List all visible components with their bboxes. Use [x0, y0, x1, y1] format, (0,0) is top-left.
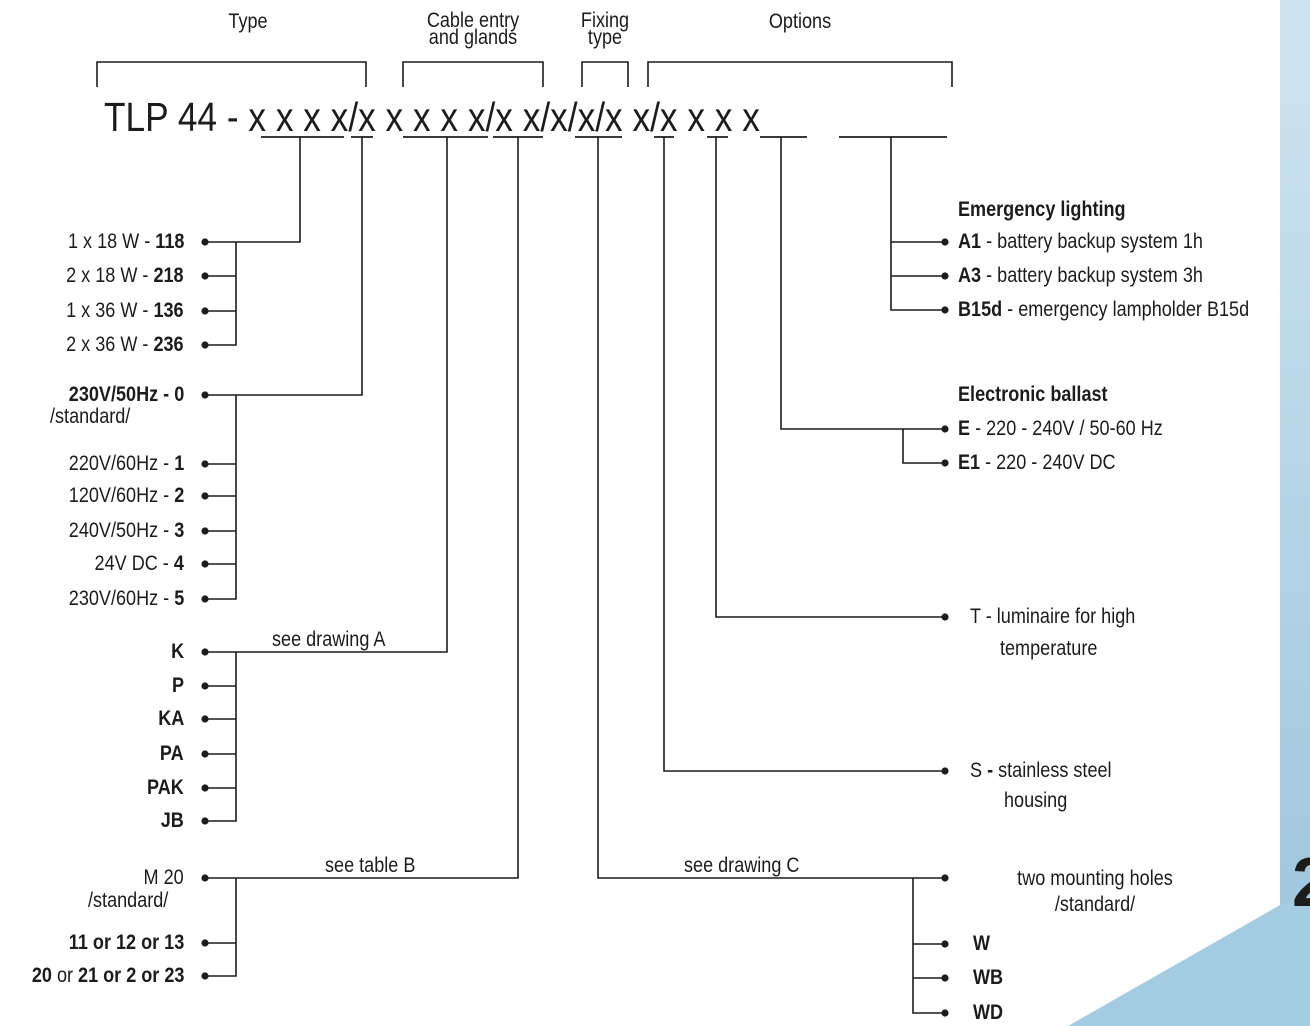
code-separator: /	[485, 94, 496, 140]
fixing-wb: WB	[973, 966, 1004, 989]
header-cable-entry-line2: and glands	[428, 26, 518, 49]
emergency-b15d: B15d - emergency lampholder B15d	[958, 298, 1250, 321]
bracket-cable	[402, 61, 544, 87]
option-high-temp-line2: temperature	[1000, 637, 1098, 660]
code-separator: /	[595, 94, 606, 140]
code-separator: /	[650, 94, 660, 140]
code-group-type: x x x x	[248, 94, 349, 140]
note-see-drawing-c: see drawing C	[684, 854, 800, 877]
gland-option-20-23: 20 or 21 or 2 or 23	[31, 964, 184, 987]
emergency-a1: A1 - battery backup system 1h	[958, 230, 1203, 253]
ballast-e1: E1 - 220 - 240V DC	[958, 451, 1116, 474]
voltage-4: 24V DC - 4	[94, 552, 184, 575]
gland-m20: M 20	[143, 866, 184, 889]
option-stainless: S - stainless steel	[970, 759, 1112, 782]
header-cable-entry-line1: Cable entry	[426, 9, 520, 32]
option-stainless-line2: housing	[1004, 789, 1068, 812]
cable-entry-pak: PAK	[147, 776, 184, 799]
power-218: 2 x 18 W - 218	[66, 264, 184, 287]
option-high-temp: T - luminaire for high	[970, 605, 1136, 628]
cable-entry-p: P	[171, 674, 184, 697]
page-edge-band	[1280, 0, 1310, 1026]
cable-entry-pa: PA	[160, 742, 184, 765]
emergency-title: Emergency lighting	[958, 198, 1126, 221]
power-136: 1 x 36 W - 136	[66, 299, 184, 322]
bracket-fixing	[581, 61, 629, 87]
header-type: Type	[228, 10, 268, 33]
code-group-temperature: x	[577, 94, 596, 140]
header-options: Options	[768, 10, 832, 33]
code-separator: /	[567, 94, 578, 140]
product-code: TLP 44 - x x x x/x x x x x/x x/x/x/x x/x…	[104, 94, 760, 140]
bracket-type	[96, 61, 367, 87]
note-see-drawing-a: see drawing A	[272, 628, 386, 651]
cable-entry-k: K	[170, 640, 184, 663]
emergency-a3: A3 - battery backup system 3h	[958, 264, 1203, 287]
voltage-5: 230V/60Hz - 5	[68, 587, 184, 610]
fixing-standard-line1: two mounting holes	[1017, 867, 1173, 890]
fixing-standard-line2: /standard/	[1054, 893, 1136, 916]
voltage-1: 220V/60Hz - 1	[68, 452, 184, 475]
voltage-0-standard-note: /standard/	[50, 405, 131, 428]
code-separator: /	[540, 94, 551, 140]
power-118: 1 x 18 W - 118	[67, 230, 184, 253]
page-number: 2	[1292, 842, 1310, 922]
fixing-wd: WD	[973, 1001, 1004, 1024]
bracket-options	[647, 61, 953, 87]
connector-dots	[201, 238, 949, 1017]
code-group-cable: x x x x x	[358, 94, 486, 140]
ballast-e: E - 220 - 240V / 50-60 Hz	[958, 417, 1163, 440]
note-see-table-b: see table B	[325, 854, 416, 877]
code-group-stainless: x	[550, 94, 568, 140]
gland-m20-standard-note: /standard/	[88, 889, 169, 912]
code-separator: /	[348, 94, 359, 140]
code-group-ballast: x x	[605, 94, 651, 140]
gland-option-11-13: 11 or 12 or 13	[68, 931, 184, 954]
voltage-0: 230V/50Hz - 0	[68, 383, 184, 406]
code-group-emergency: x x x x	[659, 94, 760, 140]
code-group-fixing: x x	[495, 94, 541, 140]
power-236: 2 x 36 W - 236	[66, 333, 184, 356]
header-fixing-line2: type	[587, 26, 623, 49]
header-fixing-line1: Fixing	[580, 9, 630, 32]
voltage-2: 120V/60Hz - 2	[68, 484, 184, 507]
ballast-title: Electronic ballast	[958, 383, 1108, 406]
voltage-3: 240V/50Hz - 3	[68, 519, 184, 542]
cable-entry-jb: JB	[160, 809, 184, 832]
cable-entry-ka: KA	[157, 707, 184, 730]
code-prefix: TLP 44 -	[104, 94, 239, 140]
fixing-w: W	[973, 932, 991, 955]
